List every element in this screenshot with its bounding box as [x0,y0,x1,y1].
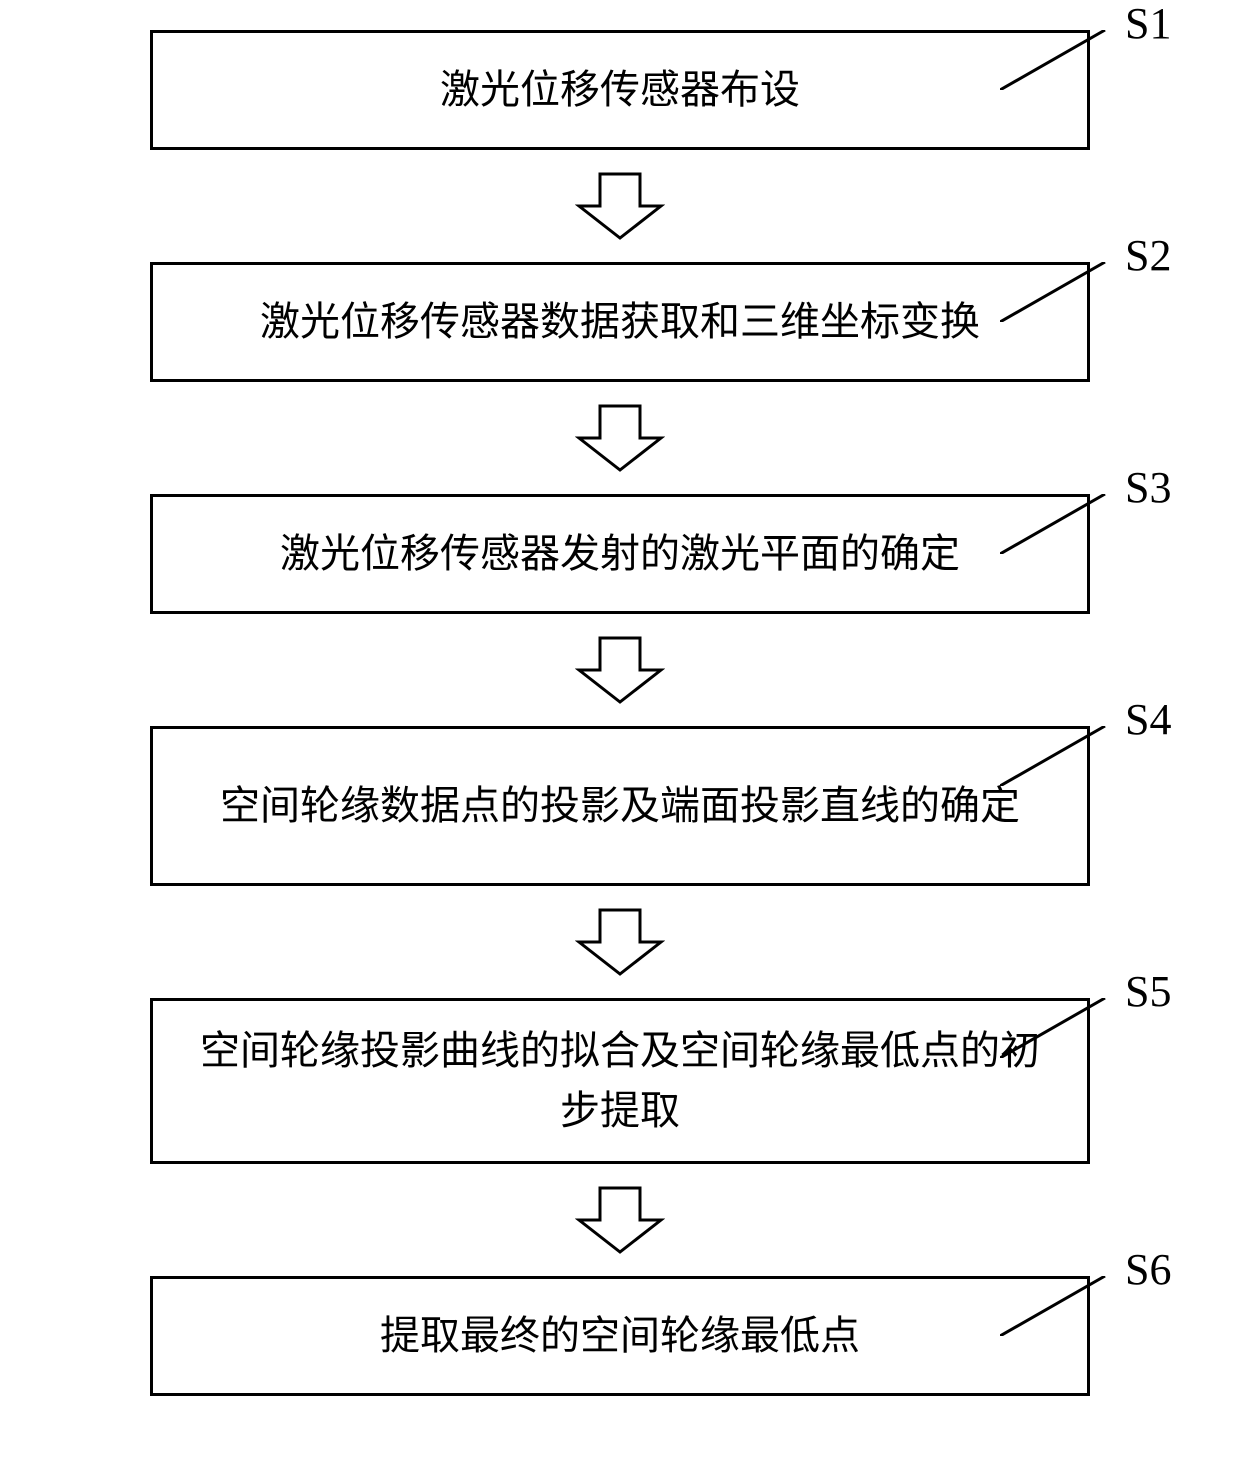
step-text: 激光位移传感器布设 [440,60,800,120]
step-label-s2: S2 [1125,234,1171,278]
down-arrow [575,172,665,240]
step-text: 空间轮缘投影曲线的拟合及空间轮缘最低点的初步提取 [193,1021,1047,1141]
step-container: 激光位移传感器发射的激光平面的确定 S3 [60,494,1180,614]
step-container: 激光位移传感器布设 S1 [60,30,1180,150]
step-text: 提取最终的空间轮缘最低点 [380,1306,860,1366]
down-arrow [575,908,665,976]
step-label-s1: S1 [1125,2,1171,46]
step-label-s3: S3 [1125,466,1171,510]
step-container: 空间轮缘投影曲线的拟合及空间轮缘最低点的初步提取 S5 [60,998,1180,1164]
step-box-s3: 激光位移传感器发射的激光平面的确定 [150,494,1090,614]
step-container: 激光位移传感器数据获取和三维坐标变换 S2 [60,262,1180,382]
step-label-s5: S5 [1125,970,1171,1014]
down-arrow [575,404,665,472]
flowchart-container: 激光位移传感器布设 S1 激光位移传感器数据获取和三维坐标变换 S2 激光位移传… [60,30,1180,1396]
step-container: 提取最终的空间轮缘最低点 S6 [60,1276,1180,1396]
step-label-s4: S4 [1125,698,1171,742]
down-arrow [575,636,665,704]
step-text: 空间轮缘数据点的投影及端面投影直线的确定 [220,776,1020,836]
step-text: 激光位移传感器发射的激光平面的确定 [280,524,960,584]
step-box-s2: 激光位移传感器数据获取和三维坐标变换 [150,262,1090,382]
step-label-s6: S6 [1125,1248,1171,1292]
step-box-s1: 激光位移传感器布设 [150,30,1090,150]
step-box-s4: 空间轮缘数据点的投影及端面投影直线的确定 [150,726,1090,886]
step-container: 空间轮缘数据点的投影及端面投影直线的确定 S4 [60,726,1180,886]
step-box-s6: 提取最终的空间轮缘最低点 [150,1276,1090,1396]
down-arrow [575,1186,665,1254]
step-box-s5: 空间轮缘投影曲线的拟合及空间轮缘最低点的初步提取 [150,998,1090,1164]
step-text: 激光位移传感器数据获取和三维坐标变换 [260,292,980,352]
